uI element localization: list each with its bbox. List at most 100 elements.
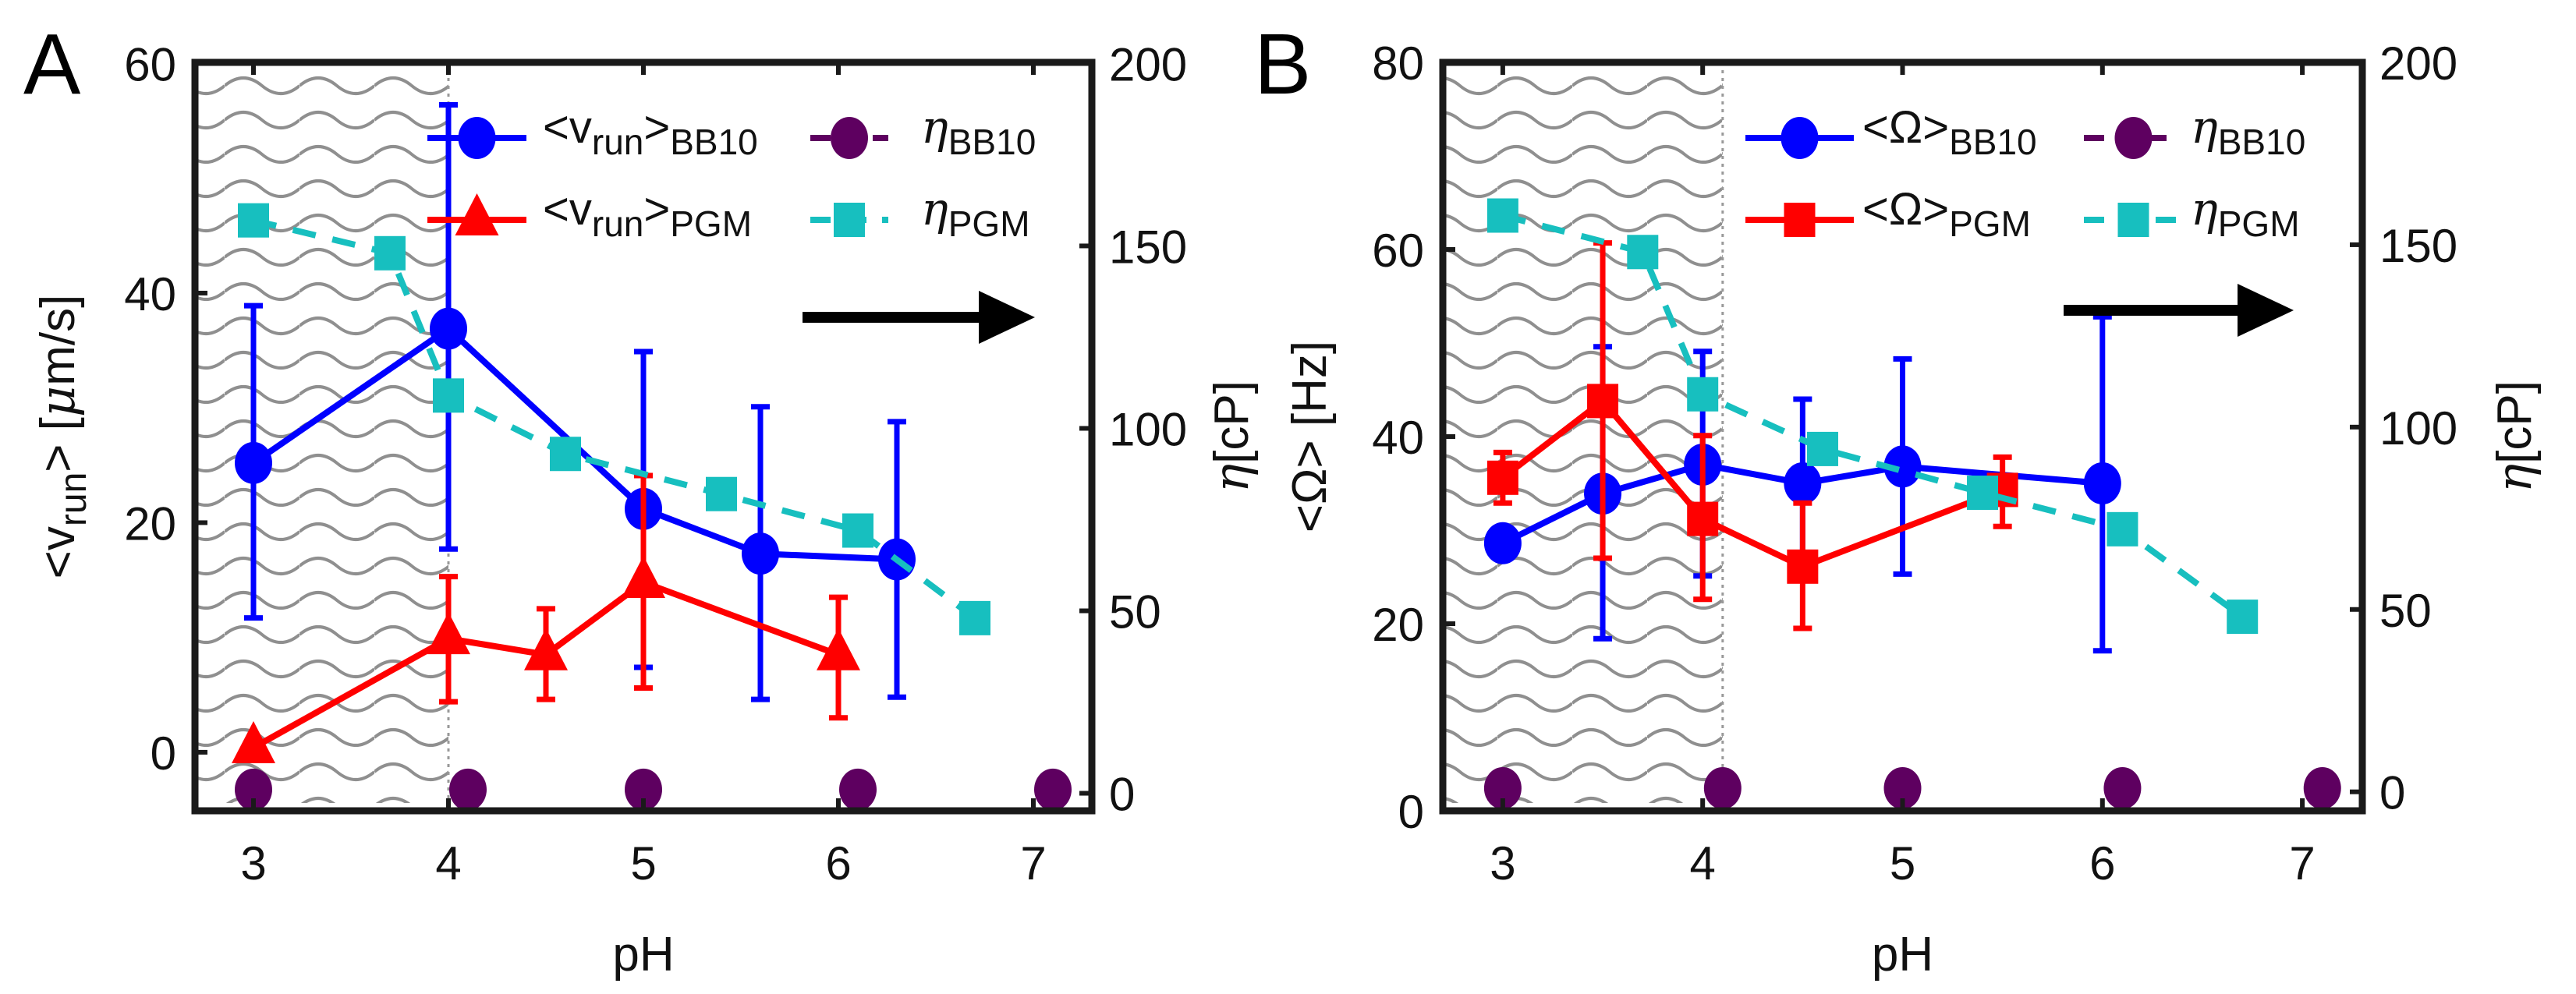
- x-tick-label: 5: [1890, 837, 1915, 890]
- y-right-tick-label: 0: [2379, 767, 2405, 819]
- data-point: [2303, 766, 2341, 809]
- legend-label: <Ω>PGM: [1862, 184, 2031, 244]
- data-point: [1486, 460, 1518, 495]
- data-point: [1034, 768, 1072, 811]
- y-left-tick-label: 40: [1372, 412, 1424, 464]
- x-tick-label: 5: [630, 837, 656, 890]
- y-left-axis-label: <vrun> [μm/s]: [29, 295, 94, 579]
- data-point: [1687, 501, 1719, 536]
- shaded-region: [1446, 70, 1723, 803]
- x-axis-label: pH: [1872, 928, 1933, 982]
- legend-label: ηPGM: [921, 182, 1030, 244]
- data-point: [817, 628, 860, 670]
- series--pgm: [1486, 198, 2259, 635]
- y-right-tick-label: 100: [2379, 402, 2457, 455]
- x-tick-label: 4: [435, 837, 461, 890]
- data-point: [839, 768, 877, 811]
- label-text: > [: [31, 417, 85, 472]
- legend-marker: [831, 117, 868, 159]
- data-point: [1806, 431, 1838, 466]
- subscript-text: BB10: [1949, 122, 2037, 162]
- label-text: >: [643, 184, 670, 235]
- x-tick-label: 3: [240, 837, 266, 890]
- x-tick-label: 6: [825, 837, 851, 890]
- shaded-region: [198, 70, 448, 803]
- legend-entry: ηBB10: [2084, 101, 2305, 162]
- legend-marker: [834, 203, 865, 237]
- y-left-tick-label: 0: [151, 727, 176, 780]
- label-text: η: [921, 101, 948, 154]
- data-point: [433, 378, 464, 413]
- data-point: [374, 235, 406, 271]
- label-text: <v: [31, 526, 85, 578]
- data-point: [706, 476, 737, 511]
- y-right-tick-label: 100: [1109, 403, 1187, 455]
- data-point: [2227, 600, 2259, 635]
- y-left-tick-label: 60: [1372, 225, 1424, 277]
- subscript-text: BB10: [948, 122, 1036, 162]
- panel-letter: A: [23, 16, 81, 112]
- y-left-tick-label: 40: [124, 268, 176, 320]
- label-text: μ: [29, 386, 86, 417]
- subscript-text: PGM: [670, 203, 752, 244]
- data-point: [1627, 235, 1659, 270]
- series--v-run-pgm: [232, 472, 860, 764]
- legend-marker: [455, 193, 499, 235]
- label-text: η: [2191, 101, 2218, 154]
- data-point: [1883, 445, 1922, 488]
- data-point: [1883, 766, 1922, 809]
- legend-marker: [458, 117, 496, 159]
- data-point: [1784, 462, 1822, 504]
- x-tick-label: 4: [1690, 837, 1716, 890]
- data-point: [1967, 476, 1999, 511]
- data-point: [622, 555, 665, 598]
- legend-label: <vrun>BB10: [543, 102, 758, 162]
- label-text: η: [2191, 182, 2218, 235]
- label-text: <Ω>: [1862, 102, 1949, 153]
- x-axis-label: pH: [612, 928, 674, 982]
- subscript-text: run: [53, 472, 94, 526]
- y-left-tick-label: 20: [124, 497, 176, 550]
- x-tick-label: 7: [1020, 837, 1046, 890]
- y-left-tick-label: 20: [1372, 599, 1424, 651]
- legend-marker: [1781, 117, 1819, 159]
- label-text: <v: [543, 184, 592, 235]
- y-right-tick-label: 200: [2379, 37, 2457, 90]
- data-point: [2083, 462, 2121, 504]
- label-text: >: [643, 102, 670, 153]
- series--pgm: [1486, 240, 2018, 631]
- label-text: η: [921, 182, 948, 235]
- subscript-text: PGM: [948, 203, 1030, 244]
- data-point: [1787, 549, 1819, 584]
- y-right-axis-label: η[cP]: [1203, 380, 1260, 493]
- y-right-tick-label: 150: [1109, 221, 1187, 273]
- y-right-tick-label: 50: [1109, 586, 1161, 638]
- subscript-text: PGM: [1949, 203, 2031, 244]
- legend-entry: <Ω>BB10: [1745, 102, 2037, 162]
- legend-marker: [1784, 203, 1816, 237]
- y-left-tick-label: 0: [1398, 786, 1424, 838]
- legend-marker: [2114, 117, 2153, 159]
- subscript-text: BB10: [670, 122, 758, 162]
- data-point: [842, 513, 873, 548]
- label-text: η: [2486, 464, 2542, 493]
- y-right-tick-label: 200: [1109, 38, 1187, 90]
- panel-letter: B: [1254, 16, 1311, 112]
- label-text: <Ω> [Hz]: [1283, 341, 1337, 532]
- legend-label: <vrun>PGM: [543, 184, 752, 244]
- data-point: [449, 768, 487, 811]
- subscript-text: PGM: [2218, 203, 2300, 244]
- series--pgm: [238, 203, 990, 635]
- label-text: [cP]: [1205, 380, 1259, 464]
- legend-label: ηBB10: [2191, 101, 2305, 162]
- legend-entry: <vrun>BB10: [427, 102, 758, 162]
- legend-entry: ηPGM: [810, 182, 1030, 244]
- y-right-tick-label: 0: [1109, 769, 1135, 821]
- legend-entry: <vrun>PGM: [427, 184, 752, 244]
- label-text: [cP]: [2488, 380, 2542, 464]
- data-point: [430, 307, 467, 350]
- series--bb10: [1483, 766, 2341, 809]
- data-point: [1587, 384, 1619, 419]
